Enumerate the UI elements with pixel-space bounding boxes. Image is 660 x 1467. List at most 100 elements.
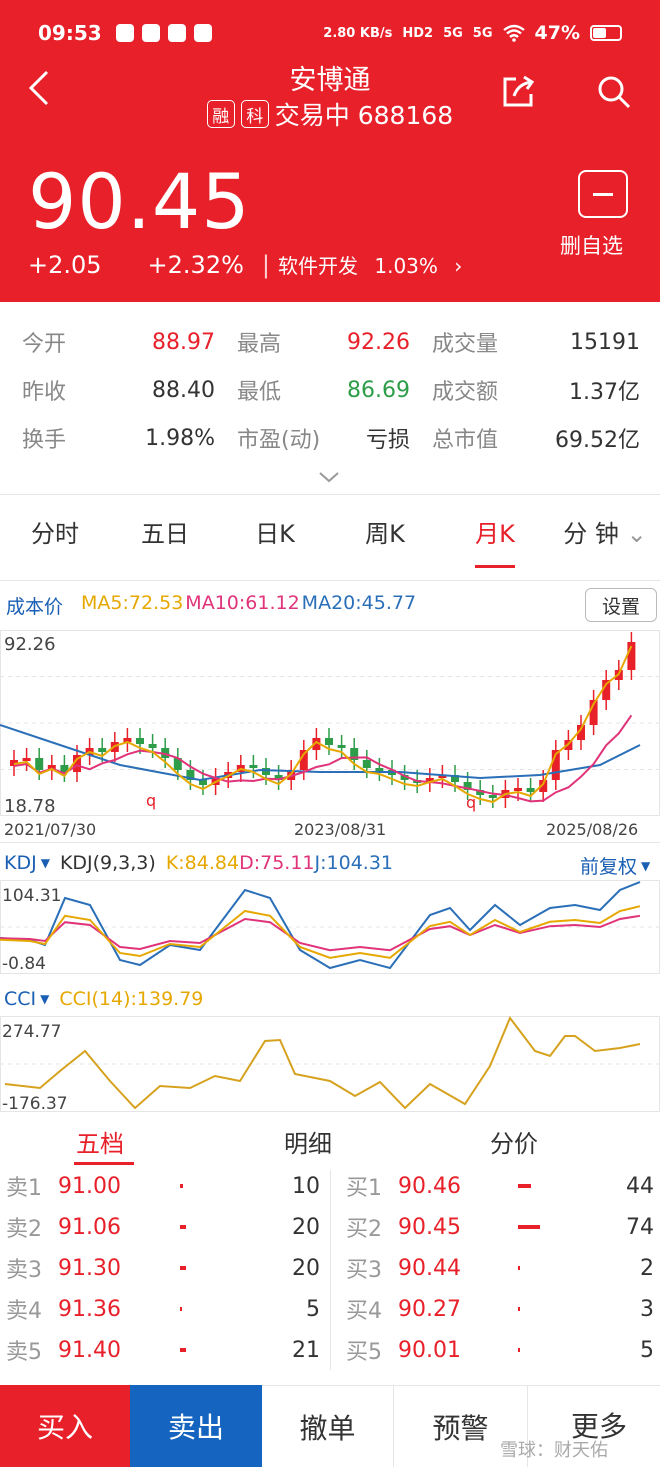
quote-label: 昨收: [22, 380, 67, 405]
quote-value: 92.26: [347, 329, 410, 355]
cci-chart: [0, 1016, 660, 1112]
buy-level-row[interactable]: 买3 90.44 2: [346, 1248, 660, 1288]
kline-candle: [199, 780, 207, 785]
buy-button[interactable]: 买入: [0, 1385, 130, 1467]
search-icon[interactable]: [596, 74, 632, 110]
quote-value: 15191: [570, 329, 640, 355]
level-volume: 20: [292, 1255, 320, 1281]
sell-level-row[interactable]: 卖3 91.30 20: [6, 1248, 326, 1288]
ma10-value: MA10:61.12: [185, 592, 300, 614]
cost-price-label[interactable]: 成本价: [6, 596, 64, 618]
divider: [0, 494, 660, 495]
kline-candle: [249, 765, 258, 768]
level-price: 90.46: [398, 1173, 461, 1199]
level-price: 91.36: [58, 1296, 121, 1322]
level-price: 90.01: [398, 1337, 461, 1363]
quote-grid: 今开 88.97 最高 92.26 成交量 15191 昨收 88.40 最低 86.69 成交额 1…: [0, 318, 660, 462]
kline-candle: [47, 765, 56, 770]
quote-label: 最高: [237, 332, 282, 357]
buy-level-row[interactable]: 买1 90.46 44: [346, 1166, 660, 1206]
volume-bar: [518, 1307, 520, 1311]
sell-level-row[interactable]: 卖5 91.40 21: [6, 1330, 326, 1370]
quote-cell: 成交量 15191: [410, 326, 640, 358]
caret-down-icon[interactable]: ▼: [40, 992, 50, 1006]
level-volume: 2: [640, 1255, 654, 1281]
sector-pct: 1.03%: [374, 254, 438, 278]
kdj-j-line: [0, 881, 641, 970]
buy-level-row[interactable]: 买2 90.45 74: [346, 1207, 660, 1247]
last-price: 90.45: [28, 157, 251, 246]
minus-icon: [593, 192, 613, 196]
sell-level-row[interactable]: 卖4 91.36 5: [6, 1289, 326, 1329]
buy-level-row[interactable]: 买5 90.01 5: [346, 1330, 660, 1370]
cci-selector[interactable]: CCI: [4, 988, 37, 1010]
buy-level-row[interactable]: 买4 90.27 3: [346, 1289, 660, 1329]
date-label-end: 2025/08/26: [546, 820, 639, 839]
tab-price-dist[interactable]: 分价: [490, 1130, 538, 1158]
expand-chevron-icon[interactable]: [318, 468, 340, 489]
quote-value: 88.97: [152, 329, 215, 355]
tab-period-2[interactable]: 日K: [220, 512, 330, 564]
level-volume: 74: [626, 1214, 654, 1240]
tab-label: 分 钟: [563, 520, 619, 548]
remove-favorite-button[interactable]: [578, 170, 628, 218]
tab-period-0[interactable]: 分时: [0, 512, 110, 564]
back-icon[interactable]: [28, 70, 50, 115]
chevron-down-icon: ⌄: [618, 520, 647, 548]
kdj-selector[interactable]: KDJ: [4, 852, 37, 874]
quote-label: 成交量: [432, 332, 499, 357]
cancel-order-button[interactable]: 撤单: [262, 1385, 394, 1467]
level-price: 91.00: [58, 1173, 121, 1199]
sell-level-row[interactable]: 卖2 91.06 20: [6, 1207, 326, 1247]
kdj-chart: [0, 880, 660, 974]
sector-link[interactable]: 软件开发 1.03% ›: [278, 250, 462, 279]
tab-label: 月K: [475, 520, 515, 548]
kline-candle: [602, 680, 611, 700]
net-speed: 2.80 KB/s: [323, 25, 393, 41]
signal-1: 5G: [443, 25, 463, 41]
kline-candle: [274, 775, 283, 780]
tab-five-levels[interactable]: 五档: [76, 1130, 124, 1158]
tab-period-1[interactable]: 五日: [110, 512, 220, 564]
tab-period-4[interactable]: 月K: [440, 512, 550, 568]
watermark: 雪球：财天佑: [500, 1440, 608, 1461]
quote-cell: 成交额 1.37亿: [410, 374, 640, 406]
quote-cell: 市盈(动) 亏损: [215, 422, 410, 454]
sell-level-row[interactable]: 卖1 91.00 10: [6, 1166, 326, 1206]
level-volume: 44: [626, 1173, 654, 1199]
tab-period-5[interactable]: 分 钟 ⌄: [550, 512, 660, 564]
caret-down-icon[interactable]: ▼: [40, 856, 50, 870]
adjust-selector[interactable]: 前复权 ▼: [580, 852, 650, 879]
quote-cell: 最低 86.69: [215, 374, 410, 406]
stock-header: 09:53 2.80 KB/s HD2 5G 5G 47% 安博通 融 科 交易…: [0, 0, 660, 302]
level-label: 卖3: [6, 1258, 42, 1283]
bottom-action-bar: 买入 卖出 撤单 预警 更多: [0, 1385, 660, 1467]
volume-bar: [518, 1225, 541, 1229]
settings-button[interactable]: 设置: [585, 588, 657, 622]
sell-button[interactable]: 卖出: [130, 1385, 262, 1467]
kline-candle: [35, 758, 44, 770]
kline-candle: [136, 738, 144, 744]
kline-candle: [123, 738, 132, 742]
ma5-value: MA5:72.53: [81, 592, 184, 614]
status-app-icons: [115, 24, 212, 42]
share-icon[interactable]: [500, 74, 536, 110]
quote-cell: 换手 1.98%: [0, 422, 215, 454]
cci-y-min: -176.37: [2, 1094, 68, 1114]
level-label: 卖2: [6, 1217, 42, 1242]
level-volume: 3: [640, 1296, 654, 1322]
remove-favorite-label[interactable]: 删自选: [560, 234, 623, 258]
alert-button[interactable]: 预警: [394, 1385, 528, 1467]
more-button[interactable]: 更多: [528, 1385, 660, 1467]
ma-legend: 成本价 MA5:72.53 MA10:61.12 MA20:45.77: [6, 592, 416, 619]
margin-tag: 融: [206, 100, 235, 128]
status-time: 09:53: [38, 21, 102, 45]
divider: [0, 580, 660, 581]
kline-candle: [463, 782, 472, 790]
volume-bar: [518, 1348, 520, 1352]
cci-line: [4, 1016, 641, 1110]
kline-y-min: 18.78: [4, 796, 56, 817]
tab-detail[interactable]: 明细: [284, 1130, 332, 1158]
tab-period-3[interactable]: 周K: [330, 512, 440, 564]
